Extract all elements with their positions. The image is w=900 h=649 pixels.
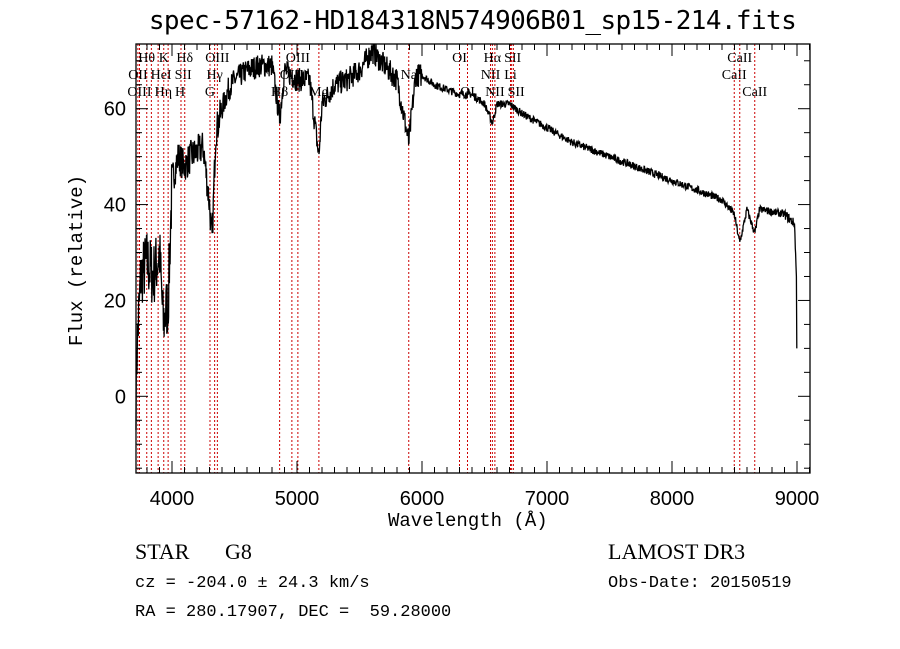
spectral-line-label: Na [401, 68, 418, 83]
y-axis-label: Flux (relative) [66, 174, 88, 346]
y-tick-label: 0 [115, 386, 126, 408]
y-tick-label: 60 [104, 99, 126, 121]
spectral-line-label: G [205, 85, 215, 100]
spectral-line-label: H [175, 85, 185, 100]
spectral-line-label: CaII [727, 51, 752, 66]
spectral-line-label: Hδ [176, 51, 193, 66]
spectral-line-label: OIII [127, 85, 151, 100]
x-tick-label: 6000 [400, 488, 445, 510]
spectral-line-label: Mg [309, 85, 328, 100]
spectral-line-label: Hγ [207, 68, 223, 83]
survey-name: LAMOST DR3 [608, 539, 746, 564]
spectral-line-label: CaII [722, 68, 747, 83]
x-tick-label: 5000 [275, 488, 320, 510]
spectral-line-label: CaII [742, 85, 767, 100]
y-tick-label: 40 [104, 195, 126, 217]
spectral-line-label: OII [128, 68, 148, 83]
y-tick-label: 20 [104, 290, 126, 312]
spectral-line-label: OI [452, 51, 467, 66]
object-class: STAR [135, 539, 190, 564]
plot-frame [135, 43, 811, 474]
x-tick-label: 4000 [150, 488, 195, 510]
x-tick-label: 8000 [650, 488, 695, 510]
x-axis-label: Wavelength (Å) [388, 510, 548, 532]
spectral-line-label: OIII [205, 51, 229, 66]
spectrum-line [135, 43, 798, 430]
spectral-line-label: NII [485, 85, 505, 100]
spectral-line-label: HeI [151, 68, 172, 83]
spectral-line-label: SII [504, 51, 521, 66]
x-tick-label: 9000 [775, 488, 820, 510]
object-subclass: G8 [225, 539, 252, 564]
x-tick-label: 7000 [525, 488, 570, 510]
chart-title: spec-57162-HD184318N574906B01_sp15-214.f… [148, 6, 797, 36]
spectral-line-label: NII [481, 68, 501, 83]
spectral-line-label: Hα [484, 51, 502, 66]
spectral-line-label: SII [508, 85, 525, 100]
spectral-line-label: SII [175, 68, 192, 83]
spectral-line-label: K [159, 51, 169, 66]
spectral-line-label: Li [504, 68, 517, 83]
spectral-line-label: Hβ [271, 85, 288, 100]
spectral-line-label: Hθ [138, 51, 155, 66]
obs-date: Obs-Date: 20150519 [608, 574, 792, 593]
spectral-line-label: OIII [286, 51, 310, 66]
redshift-cz: cz = -204.0 ± 24.3 km/s [135, 574, 370, 593]
coordinates: RA = 280.17907, DEC = 59.28000 [135, 603, 452, 622]
